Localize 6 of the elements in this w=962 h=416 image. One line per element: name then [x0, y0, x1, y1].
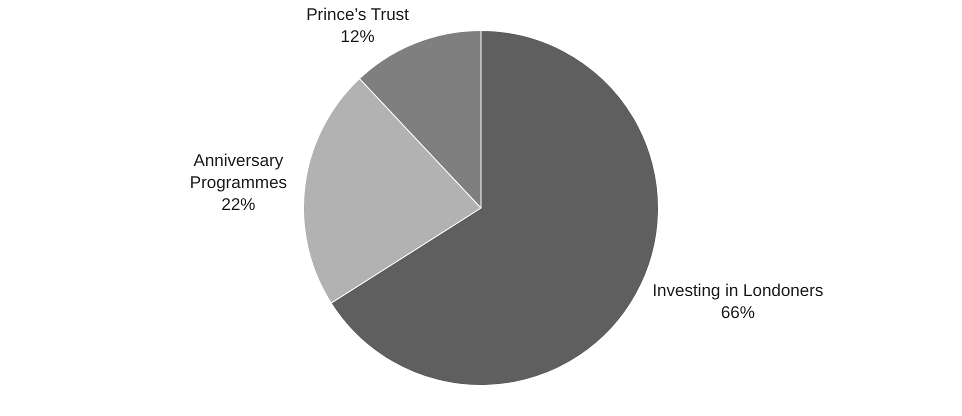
data-label: 22% [221, 195, 256, 214]
data-label: 66% [720, 302, 755, 322]
slice-label: Anniversary Programmes [190, 151, 288, 192]
slice-label: Investing in Londoners [652, 280, 824, 300]
slice-label: Prince’s Trust [306, 4, 410, 24]
data-label: 12% [340, 26, 375, 46]
